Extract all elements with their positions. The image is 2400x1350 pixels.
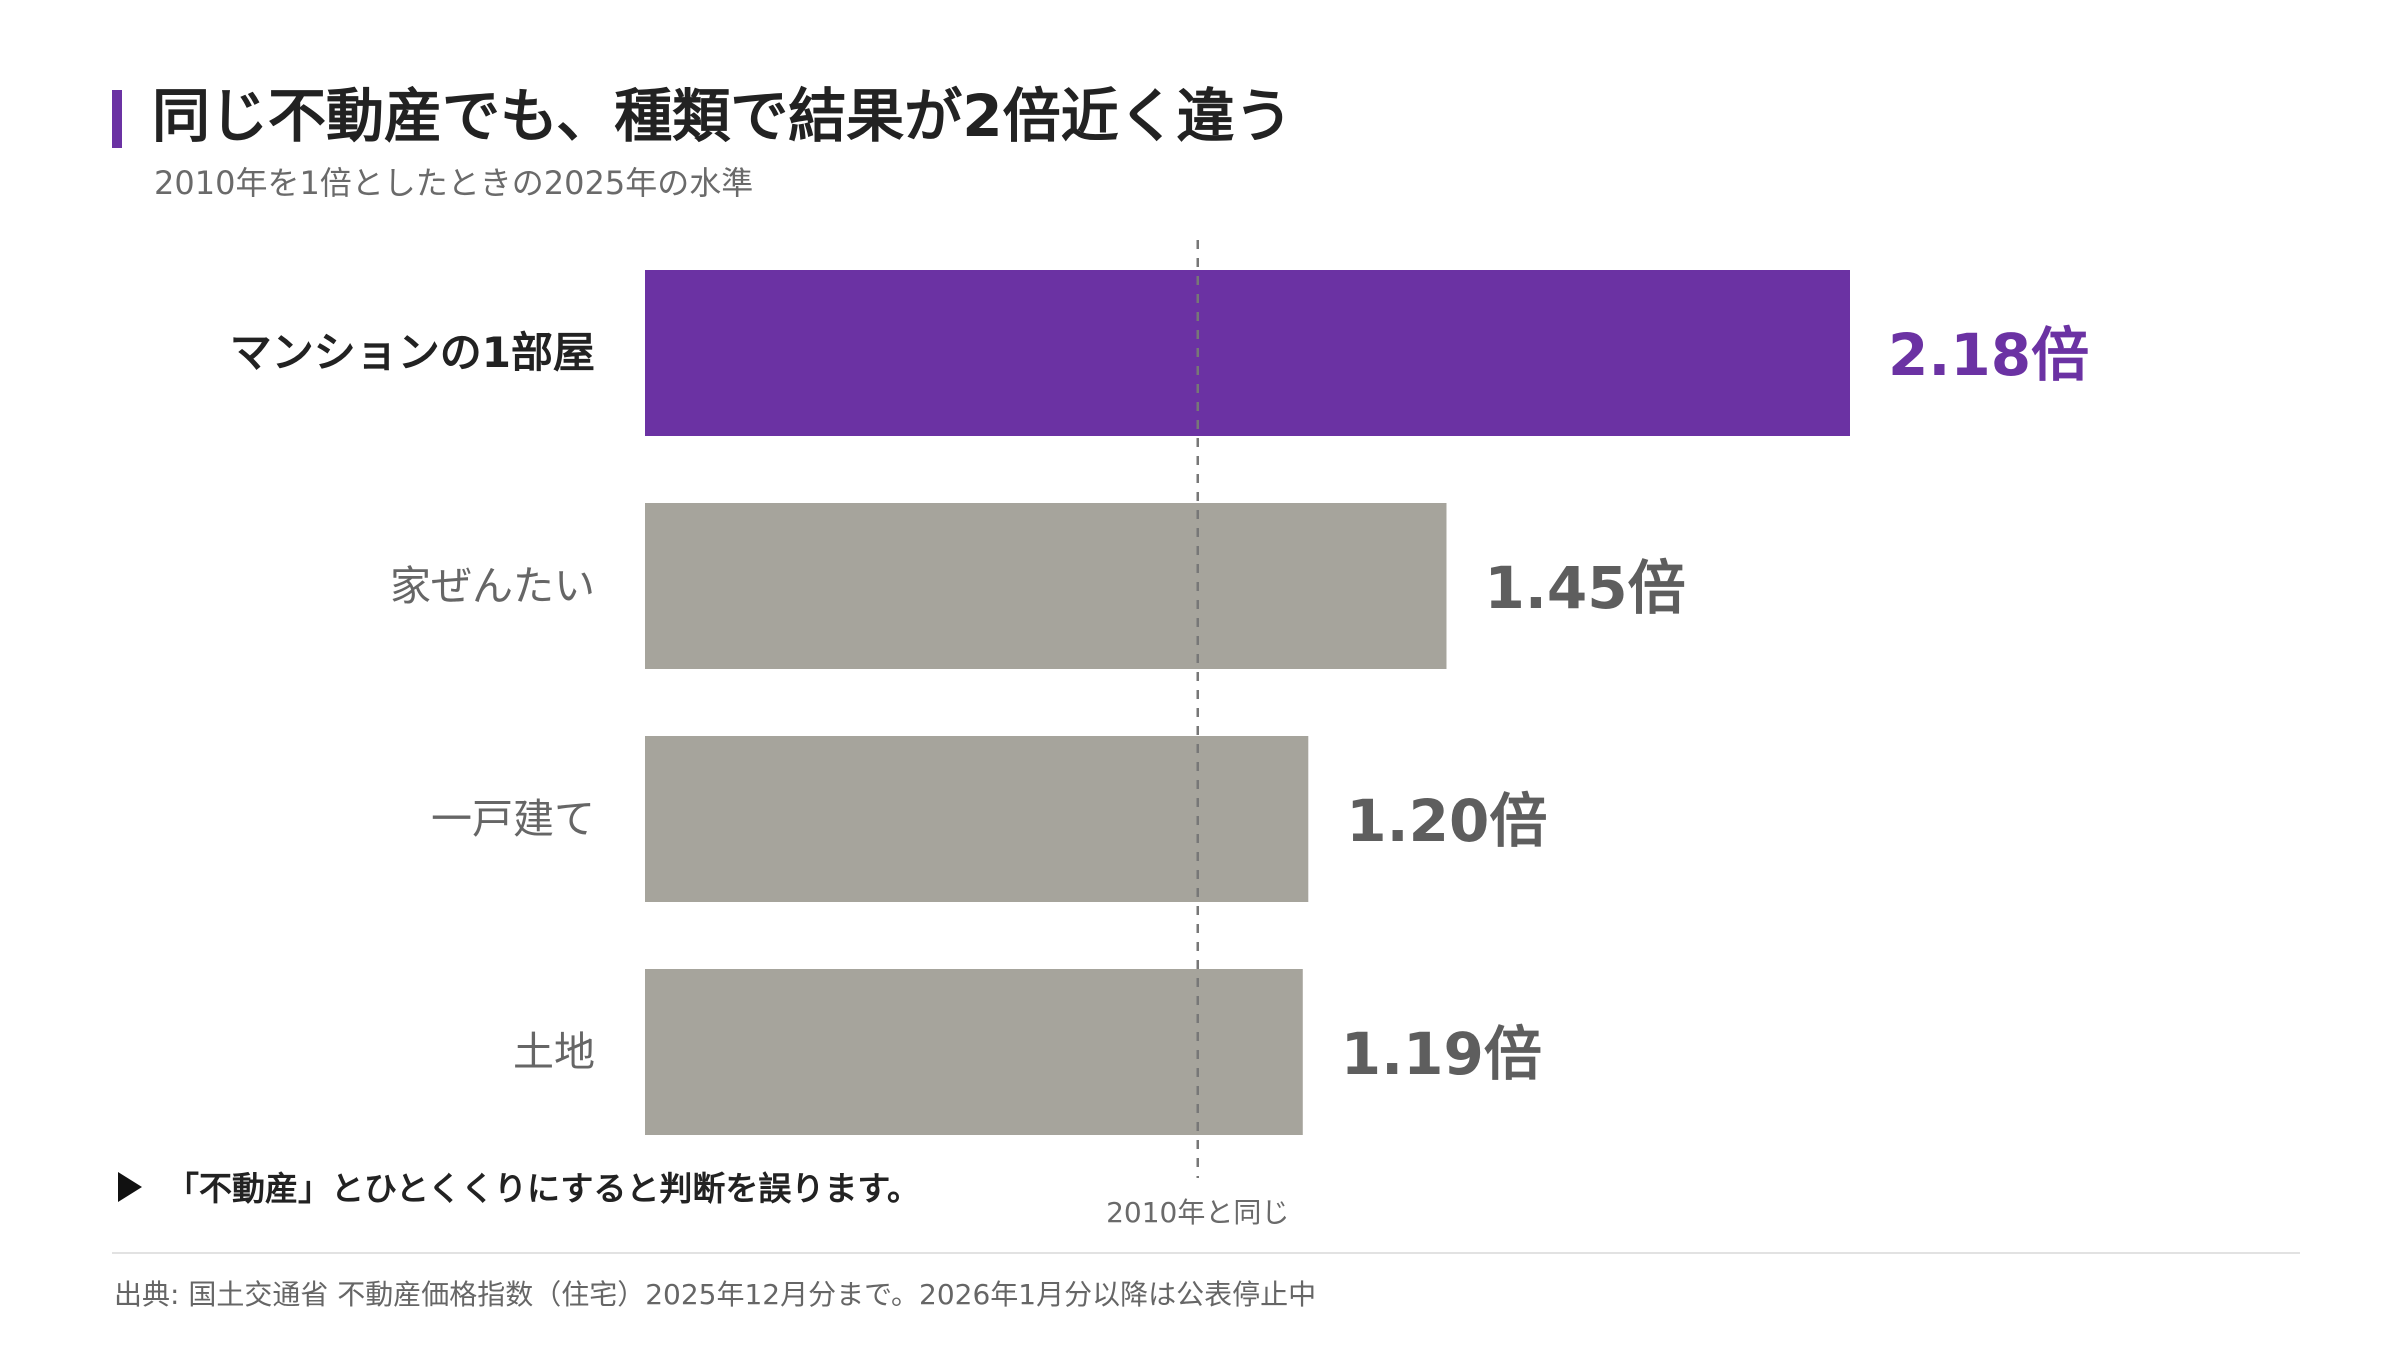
source-note: 出典: 国土交通省 不動産価格指数（住宅）2025年12月分まで。2026年1月… xyxy=(114,1278,1316,1311)
bar-1 xyxy=(645,503,1447,669)
takeaway-text: 「不動産」とひとくくりにすると判断を誤ります。 xyxy=(166,1169,920,1208)
category-label-0: マンションの1部屋 xyxy=(230,328,595,377)
title-accent-bar xyxy=(112,90,122,148)
play-triangle-icon xyxy=(118,1172,142,1202)
value-label-0: 2.18倍 xyxy=(1888,321,2089,389)
chart-subtitle: 2010年を1倍としたときの2025年の水準 xyxy=(154,164,753,202)
category-label-2: 一戸建て xyxy=(431,795,595,843)
bar-2 xyxy=(645,736,1309,902)
category-label-3: 土地 xyxy=(513,1028,595,1076)
category-label-1: 家ぜんたい xyxy=(390,562,595,610)
bar-0 xyxy=(645,270,1850,436)
value-label-1: 1.45倍 xyxy=(1484,554,1685,622)
reference-line-label: 2010年と同じ xyxy=(1106,1196,1289,1229)
chart-title: 同じ不動産でも、種類で結果が2倍近く違う xyxy=(152,82,1293,150)
value-label-3: 1.19倍 xyxy=(1341,1020,1542,1088)
value-label-2: 1.20倍 xyxy=(1346,787,1547,855)
bar-3 xyxy=(645,969,1303,1135)
